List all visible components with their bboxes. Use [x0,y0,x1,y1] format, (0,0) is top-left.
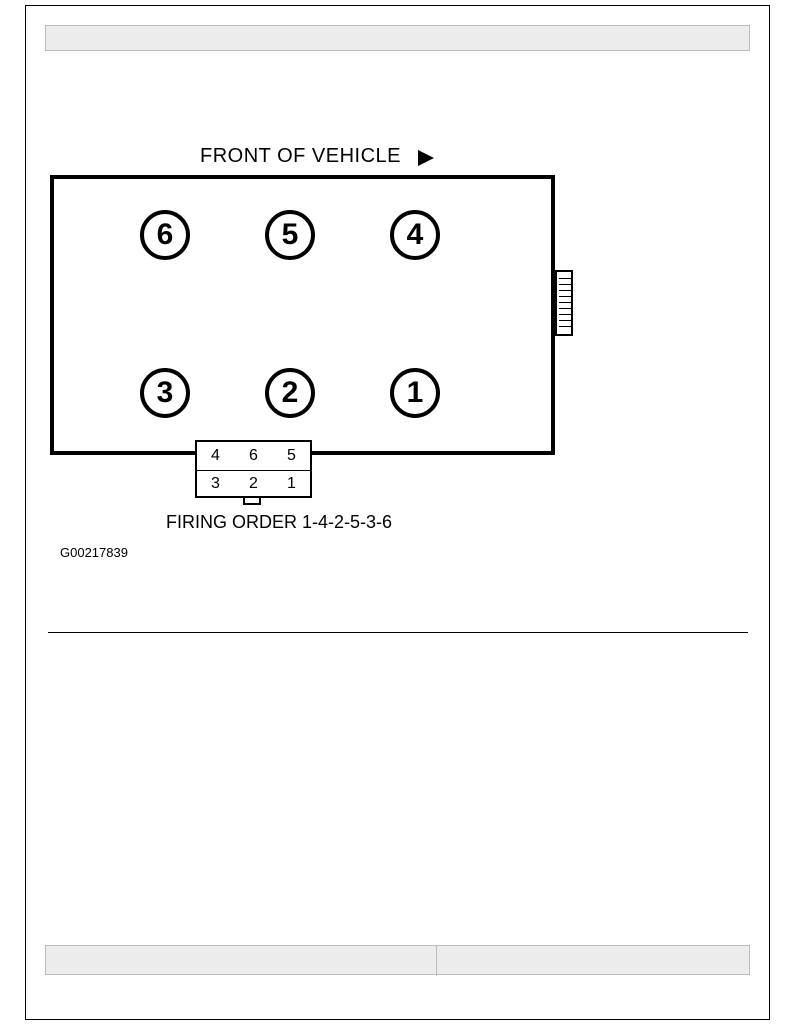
connector-pin-5: 5 [287,447,296,465]
connector-tab [243,498,261,505]
diagram-title: FRONT OF VEHICLE [200,145,401,168]
connector-pin-2: 2 [249,475,258,493]
footer-bar [45,945,750,975]
cylinder-3: 3 [140,368,190,418]
connector-pin-4: 4 [211,447,220,465]
connector-pin-6: 6 [249,447,258,465]
connector-pin-3: 3 [211,475,220,493]
cylinder-4: 4 [390,210,440,260]
cylinder-6: 6 [140,210,190,260]
connector-block: 4 6 5 3 2 1 [195,440,312,498]
section-divider [48,632,748,633]
connector-h-divider [197,470,310,471]
cylinder-5: 5 [265,210,315,260]
connector-pin-1: 1 [287,475,296,493]
footer-divider [436,946,437,976]
front-port [555,270,573,336]
header-bar [45,25,750,51]
reference-code: G00217839 [60,545,128,560]
cylinder-1: 1 [390,368,440,418]
cylinder-2: 2 [265,368,315,418]
arrow-right-icon [418,150,434,166]
firing-order-label: FIRING ORDER 1-4-2-5-3-6 [166,512,392,533]
